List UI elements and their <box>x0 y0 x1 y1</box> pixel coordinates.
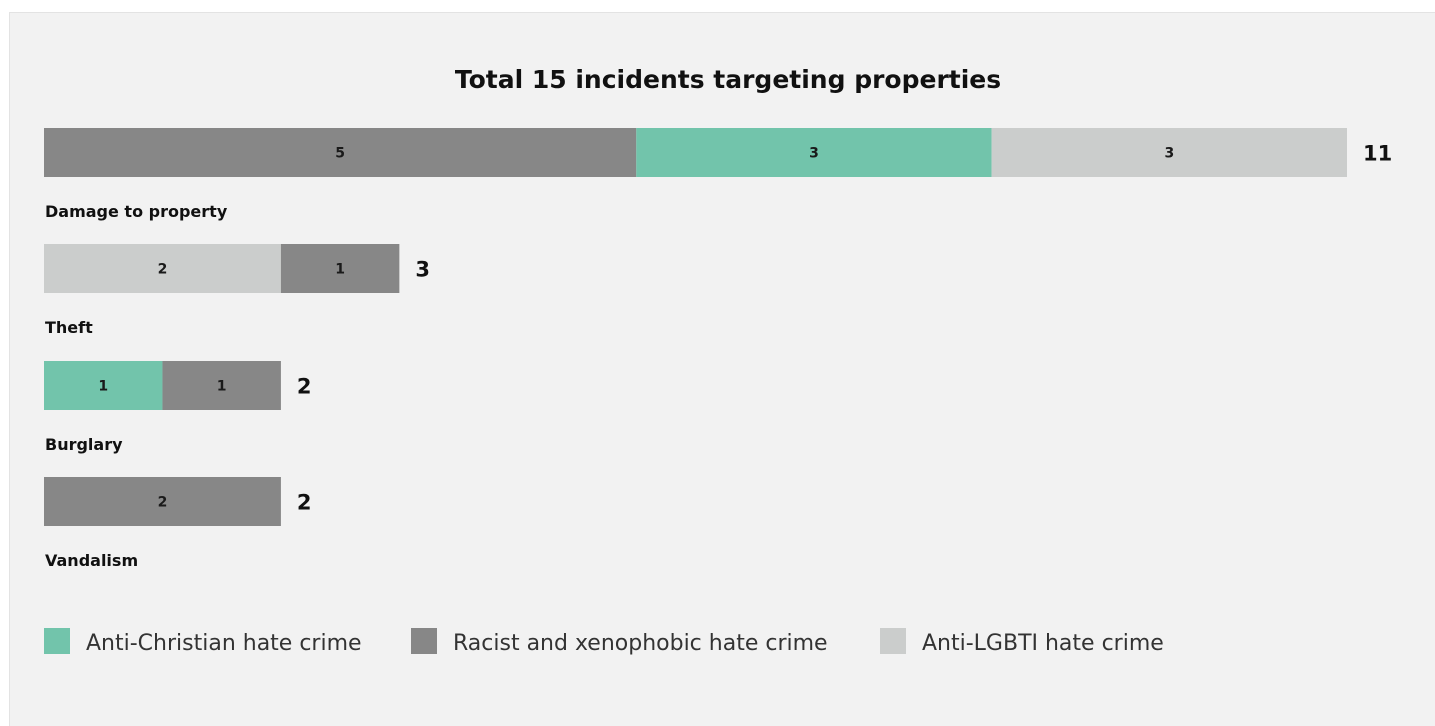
segment-value-label: 1 <box>335 262 345 278</box>
segment-value-label: 2 <box>158 495 168 511</box>
legend-label: Anti-LGBTI hate crime <box>922 631 1164 656</box>
bar-total-label: 2 <box>297 491 312 515</box>
bar-segment-racist <box>162 361 281 410</box>
bar-segment-racist <box>44 128 637 177</box>
bar-segment-racist <box>280 244 400 293</box>
bar-row: 2 1 3 Theft <box>44 244 430 337</box>
bar-total-label: 3 <box>415 258 430 282</box>
segment-value-label: 3 <box>1164 146 1174 162</box>
bar-row: 5 3 3 11 Damage to property <box>44 128 1392 221</box>
bar-total-label: 11 <box>1363 142 1392 166</box>
legend-label: Anti-Christian hate crime <box>86 631 362 656</box>
chart-title: Total 15 incidents targeting properties <box>455 65 1001 94</box>
bar-row: 1 1 2 Burglary <box>44 361 312 454</box>
segment-value-label: 2 <box>158 262 168 278</box>
legend-item-christian: Anti-Christian hate crime <box>44 628 362 656</box>
segment-value-label: 1 <box>98 379 108 395</box>
bar-row: 2 2 Vandalism <box>44 477 312 570</box>
legend-swatch <box>411 628 437 654</box>
bar-segment-racist <box>44 477 281 526</box>
legend-item-lgbti: Anti-LGBTI hate crime <box>880 628 1164 656</box>
category-label: Damage to property <box>45 202 228 221</box>
legend-swatch <box>880 628 906 654</box>
legend-label: Racist and xenophobic hate crime <box>453 631 828 656</box>
bar-total-label: 2 <box>297 375 312 399</box>
category-label: Theft <box>45 318 93 337</box>
bar-segment-lgbti <box>44 244 281 293</box>
legend-swatch <box>44 628 70 654</box>
bar-segment-christian <box>636 128 992 177</box>
legend: Anti-Christian hate crime Racist and xeno… <box>44 628 1164 656</box>
bar-segment-lgbti <box>991 128 1347 177</box>
bar-segment-christian <box>44 361 163 410</box>
legend-item-racist: Racist and xenophobic hate crime <box>411 628 828 656</box>
segment-value-label: 3 <box>809 146 819 162</box>
category-label: Vandalism <box>45 551 138 570</box>
category-label: Burglary <box>45 435 123 454</box>
segment-value-label: 5 <box>335 146 345 162</box>
segment-value-label: 1 <box>217 379 227 395</box>
